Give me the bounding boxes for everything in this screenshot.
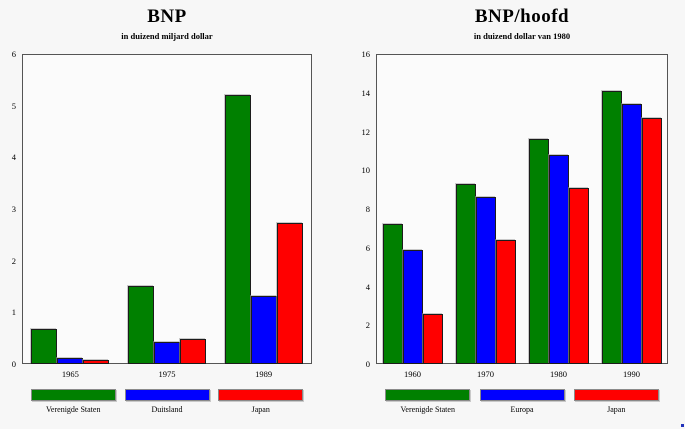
y-tick-label: 3 — [11, 204, 16, 214]
x-tick-label: 1975 — [158, 369, 176, 379]
x-tick-label: 1960 — [404, 369, 421, 379]
legend-swatch — [30, 389, 116, 401]
y-tick-label: 14 — [361, 87, 371, 98]
bar-verenigde-staten-1990 — [602, 91, 622, 364]
legend-label: Duitsland — [151, 405, 183, 414]
legend-swatch — [218, 389, 304, 401]
bar-japan-1980 — [569, 188, 589, 364]
bar-japan-1990 — [642, 118, 662, 364]
y-tick-label: 5 — [11, 100, 16, 111]
y-tick-label: 2 — [365, 320, 370, 331]
chart-bnp-hoofd: BNP/hoofd in duizend dollar van 1980 Ver… — [343, 0, 685, 429]
legend-label: Japan — [607, 405, 626, 414]
bar-japan-1965 — [83, 360, 109, 364]
y-tick-label: 4 — [11, 152, 16, 163]
legend: Verenigde Staten Europa Japan — [376, 389, 668, 414]
legend-item-verenigde-staten: Verenigde Staten — [385, 389, 471, 414]
legend-item-japan: Japan — [573, 389, 659, 414]
y-tick-label: 8 — [365, 204, 370, 214]
bar-duitsland-1989 — [251, 296, 277, 364]
bar-duitsland-1975 — [154, 342, 180, 364]
chart-bnp: BNP in duizend miljard dollar Verenigde … — [0, 0, 342, 429]
chart-title: BNP/hoofd — [474, 6, 570, 27]
legend-item-europa: Europa — [479, 389, 565, 414]
bar-europa-1980 — [549, 155, 569, 364]
bar-europa-1970 — [476, 197, 496, 364]
legend-label: Verenigde Staten — [46, 405, 101, 414]
y-tick-label: 2 — [11, 255, 16, 266]
bar-europa-1990 — [622, 104, 642, 364]
x-tick-label: 1970 — [477, 369, 494, 379]
legend-swatch — [385, 389, 471, 401]
bar-duitsland-1965 — [57, 358, 83, 364]
y-tick-label: 6 — [11, 49, 16, 59]
y-tick-label: 1 — [11, 307, 16, 318]
y-tick-label: 10 — [361, 165, 371, 176]
artifact-dot — [681, 424, 684, 427]
legend-item-japan: Japan — [218, 389, 304, 414]
legend-swatch — [479, 389, 565, 401]
bar-verenigde-staten-1970 — [456, 184, 476, 364]
bar-japan-1975 — [180, 339, 206, 364]
chart-title: BNP — [147, 6, 187, 27]
bar-verenigde-staten-1989 — [225, 95, 251, 364]
x-tick-label: 1989 — [255, 369, 273, 379]
legend: Verenigde Staten Duitsland Japan — [22, 389, 312, 414]
bar-verenigde-staten-1980 — [529, 139, 549, 364]
bar-verenigde-staten-1975 — [128, 286, 154, 364]
legend-item-verenigde-staten: Verenigde Staten — [30, 389, 116, 414]
legend-label: Japan — [251, 405, 270, 414]
y-tick-label: 6 — [365, 242, 370, 253]
bar-verenigde-staten-1965 — [31, 329, 57, 364]
bar-japan-1970 — [496, 240, 516, 364]
x-tick-label: 1990 — [623, 369, 640, 379]
y-tick-label: 16 — [361, 49, 371, 59]
y-tick-label: 4 — [365, 281, 370, 292]
bar-verenigde-staten-1960 — [383, 224, 403, 364]
y-tick-label: 0 — [365, 359, 370, 369]
chart-subtitle: in duizend miljard dollar — [121, 31, 213, 41]
legend-swatch — [573, 389, 659, 401]
bar-japan-1989 — [277, 223, 303, 364]
legend-label: Verenigde Staten — [400, 405, 455, 414]
bar-europa-1960 — [403, 250, 423, 364]
y-tick-label: 0 — [11, 359, 16, 369]
bar-japan-1960 — [423, 314, 443, 364]
x-tick-label: 1965 — [61, 369, 79, 379]
legend-swatch — [124, 389, 210, 401]
legend-label: Europa — [510, 405, 534, 414]
y-tick-label: 12 — [361, 126, 371, 137]
chart-subtitle: in duizend dollar van 1980 — [473, 31, 571, 41]
legend-item-duitsland: Duitsland — [124, 389, 210, 414]
x-tick-label: 1980 — [550, 369, 567, 379]
